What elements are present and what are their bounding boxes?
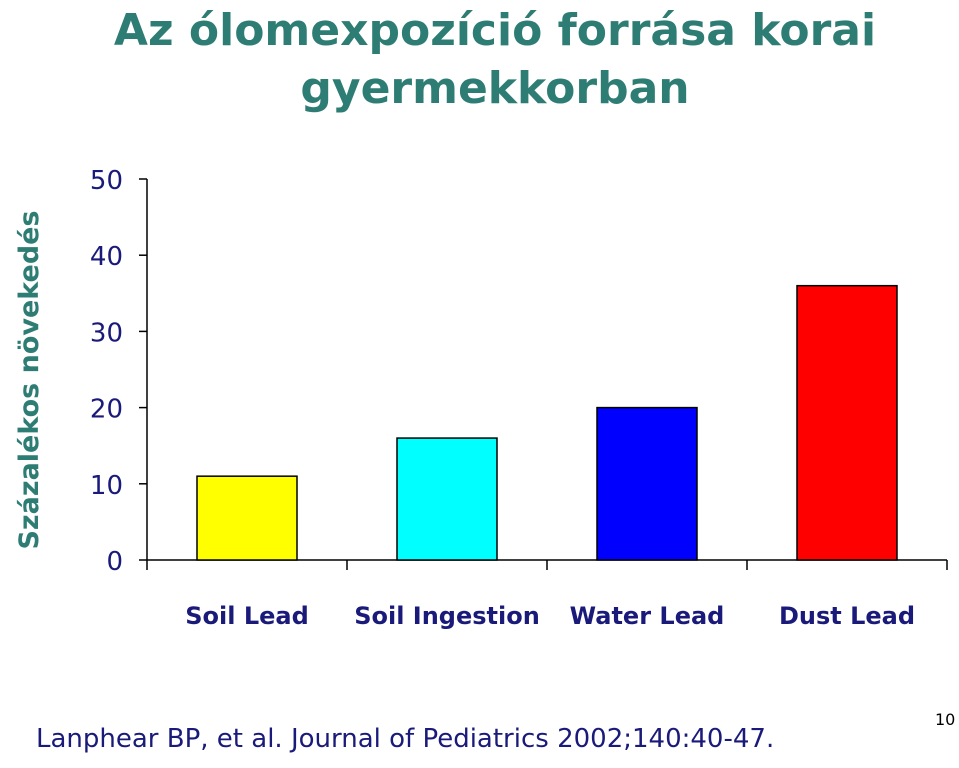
bar-soil-lead [196, 475, 298, 561]
y-tick-label: 0 [106, 547, 123, 577]
y-tick-label: 10 [90, 471, 123, 501]
chart-title-line2: gyermekkorban [300, 63, 690, 114]
x-tick-label: Soil Lead [185, 602, 309, 630]
bar-dust-lead [796, 284, 898, 561]
chart-ticks: 0 10 20 30 40 50 Soil Lead Soil Ingestion Water … [90, 166, 948, 630]
bar-water-lead [596, 406, 698, 561]
page-number: 10 [935, 710, 956, 729]
y-tick-label: 20 [90, 395, 123, 425]
y-axis-label: Százalékos növekedés [14, 210, 45, 549]
y-tick-label: 50 [90, 166, 123, 196]
y-tick-label: 40 [90, 242, 123, 272]
bar-soil-ingestion [396, 437, 498, 561]
citation: Lanphear BP, et al. Journal of Pediatric… [36, 724, 775, 754]
chart-bars [196, 284, 898, 561]
x-tick-label: Water Lead [570, 602, 725, 630]
chart-title-line1: Az ólomexpozíció forrása korai [113, 5, 877, 56]
x-tick-label: Soil Ingestion [354, 602, 540, 630]
bar-chart: 0 10 20 30 40 50 Soil Lead Soil Ingestion Water … [14, 166, 948, 630]
y-tick-label: 30 [90, 318, 123, 348]
chart-title: Az ólomexpozíció forrása korai gyermekko… [0, 2, 959, 118]
x-tick-label: Dust Lead [779, 602, 915, 630]
